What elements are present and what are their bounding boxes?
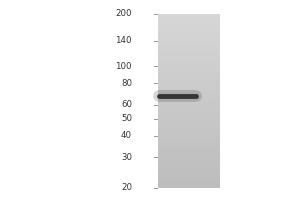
Text: 50: 50 <box>121 114 132 123</box>
Text: 40: 40 <box>121 131 132 140</box>
Text: 60: 60 <box>121 100 132 109</box>
Text: 30: 30 <box>121 153 132 162</box>
Text: kDa: kDa <box>111 0 132 2</box>
Text: 80: 80 <box>121 79 132 88</box>
Text: 140: 140 <box>116 36 132 45</box>
Text: 200: 200 <box>116 9 132 19</box>
Text: 100: 100 <box>116 62 132 71</box>
Text: 20: 20 <box>121 184 132 192</box>
